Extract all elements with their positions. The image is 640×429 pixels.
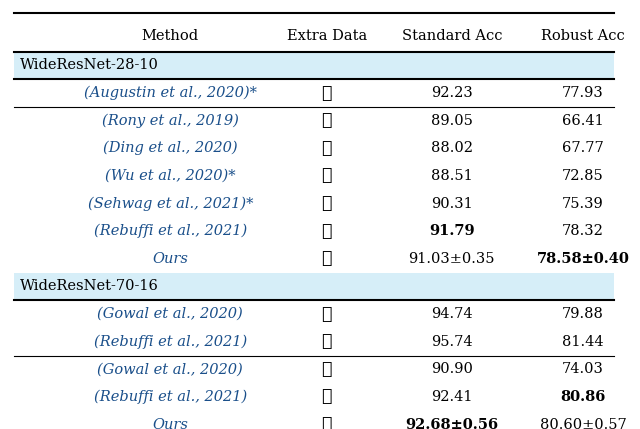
Text: 91.03±0.35: 91.03±0.35 <box>408 252 495 266</box>
Text: (Rebuffi et al., 2021): (Rebuffi et al., 2021) <box>93 224 247 239</box>
Text: Standard Acc: Standard Acc <box>401 30 502 43</box>
Text: (Rebuffi et al., 2021): (Rebuffi et al., 2021) <box>93 335 247 349</box>
Text: (Gowal et al., 2020): (Gowal et al., 2020) <box>97 363 243 376</box>
Text: 95.74: 95.74 <box>431 335 472 349</box>
Text: ✓: ✓ <box>321 85 332 102</box>
Text: ✗: ✗ <box>321 416 332 429</box>
Text: 81.44: 81.44 <box>563 335 604 349</box>
Text: WideResNet-70-16: WideResNet-70-16 <box>20 279 159 293</box>
Text: 90.90: 90.90 <box>431 363 473 376</box>
Text: (Gowal et al., 2020): (Gowal et al., 2020) <box>97 307 243 321</box>
Text: 72.85: 72.85 <box>562 169 604 183</box>
Text: Robust Acc: Robust Acc <box>541 30 625 43</box>
FancyBboxPatch shape <box>14 51 614 79</box>
Text: ✗: ✗ <box>321 250 332 267</box>
Text: 74.03: 74.03 <box>562 363 604 376</box>
Text: 91.79: 91.79 <box>429 224 475 238</box>
Text: (Ding et al., 2020): (Ding et al., 2020) <box>103 141 237 155</box>
Text: 88.51: 88.51 <box>431 169 472 183</box>
Text: Ours: Ours <box>152 417 188 429</box>
Text: 67.77: 67.77 <box>562 141 604 155</box>
Text: 75.39: 75.39 <box>562 196 604 211</box>
Text: ✗: ✗ <box>321 361 332 378</box>
Text: 80.86: 80.86 <box>561 390 606 404</box>
Text: 92.68±0.56: 92.68±0.56 <box>405 417 499 429</box>
Text: 94.74: 94.74 <box>431 307 472 321</box>
Text: (Sehwag et al., 2021)*: (Sehwag et al., 2021)* <box>88 196 253 211</box>
Text: 88.02: 88.02 <box>431 141 473 155</box>
Text: ✓: ✓ <box>321 305 332 323</box>
Text: ✓: ✓ <box>321 333 332 350</box>
Text: 78.58±0.40: 78.58±0.40 <box>537 252 630 266</box>
Text: Extra Data: Extra Data <box>287 30 367 43</box>
Text: WideResNet-28-10: WideResNet-28-10 <box>20 58 159 73</box>
FancyBboxPatch shape <box>14 273 614 300</box>
Text: 78.32: 78.32 <box>562 224 604 238</box>
Text: 80.60±0.57: 80.60±0.57 <box>540 417 627 429</box>
Text: Ours: Ours <box>152 252 188 266</box>
Text: 90.31: 90.31 <box>431 196 472 211</box>
Text: (Augustin et al., 2020)*: (Augustin et al., 2020)* <box>84 86 257 100</box>
Text: (Rony et al., 2019): (Rony et al., 2019) <box>102 113 239 128</box>
Text: 89.05: 89.05 <box>431 114 473 128</box>
Text: 66.41: 66.41 <box>562 114 604 128</box>
Text: Method: Method <box>141 30 199 43</box>
Text: ✗: ✗ <box>321 112 332 129</box>
Text: (Wu et al., 2020)*: (Wu et al., 2020)* <box>105 169 236 183</box>
Text: ✗: ✗ <box>321 140 332 157</box>
Text: (Rebuffi et al., 2021): (Rebuffi et al., 2021) <box>93 390 247 404</box>
Text: 79.88: 79.88 <box>562 307 604 321</box>
Text: ✗: ✗ <box>321 167 332 184</box>
Text: 77.93: 77.93 <box>562 86 604 100</box>
Text: ✗: ✗ <box>321 223 332 240</box>
Text: ✗: ✗ <box>321 389 332 405</box>
Text: 92.41: 92.41 <box>431 390 472 404</box>
Text: ✗: ✗ <box>321 195 332 212</box>
Text: 92.23: 92.23 <box>431 86 472 100</box>
